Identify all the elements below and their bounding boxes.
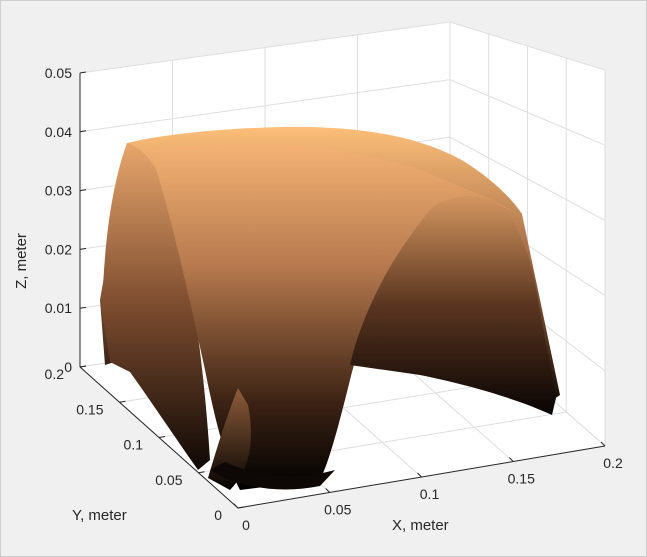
y-axis-label: Y, meter: [72, 507, 127, 524]
z-tick-mark: [79, 247, 87, 250]
y-tick-label: 0.05: [155, 472, 182, 488]
x-tick-label: 0.05: [324, 502, 351, 518]
axis-lines: [79, 71, 606, 509]
y-tick-mark: [198, 471, 205, 474]
y-tick-mark: [119, 400, 126, 403]
x-axis-label: X, meter: [392, 517, 449, 534]
y-tick-label: 0.15: [76, 401, 103, 417]
z-axis-label: Z, meter: [13, 233, 30, 289]
surface-bottom-trough: [210, 462, 335, 490]
y-tick-mark: [237, 506, 245, 509]
x-tick-mark: [325, 488, 331, 493]
x-tick-label: 0.1: [420, 486, 440, 502]
x-tick-label: 0.2: [603, 455, 623, 471]
x-tick-mark: [417, 472, 422, 478]
x-tick-mark: [233, 503, 239, 509]
y-tick-label: 0: [214, 507, 222, 523]
x-tick-mark: [508, 457, 514, 462]
y-tick-mark: [79, 365, 87, 368]
surface-inner-spike: [208, 388, 251, 490]
z-tick-label: 0.02: [45, 241, 72, 257]
y-tick-mark: [158, 436, 166, 438]
tick-labels: 00.010.020.030.040.0500.050.10.150.200.0…: [45, 65, 623, 533]
x-tick-label: 0: [242, 517, 250, 533]
z-tick-label: 0.05: [45, 65, 72, 81]
z-tick-mark: [79, 71, 87, 74]
surface-right-lobe: [350, 195, 556, 415]
x-tick-mark: [600, 441, 606, 447]
y-tick-label: 0.1: [124, 437, 144, 453]
z-tick-label: 0.03: [45, 183, 72, 199]
x-tick-label: 0.15: [508, 471, 535, 487]
y-tick-label: 0.2: [45, 366, 65, 382]
z-tick-label: 0: [64, 359, 72, 375]
z-tick-mark: [79, 189, 87, 192]
z-tick-label: 0.04: [45, 124, 72, 140]
z-tick-label: 0.01: [45, 300, 72, 316]
surface: [100, 126, 560, 491]
z-tick-mark: [79, 130, 87, 133]
surface-left-lobe: [102, 143, 210, 470]
z-tick-mark: [79, 306, 87, 309]
